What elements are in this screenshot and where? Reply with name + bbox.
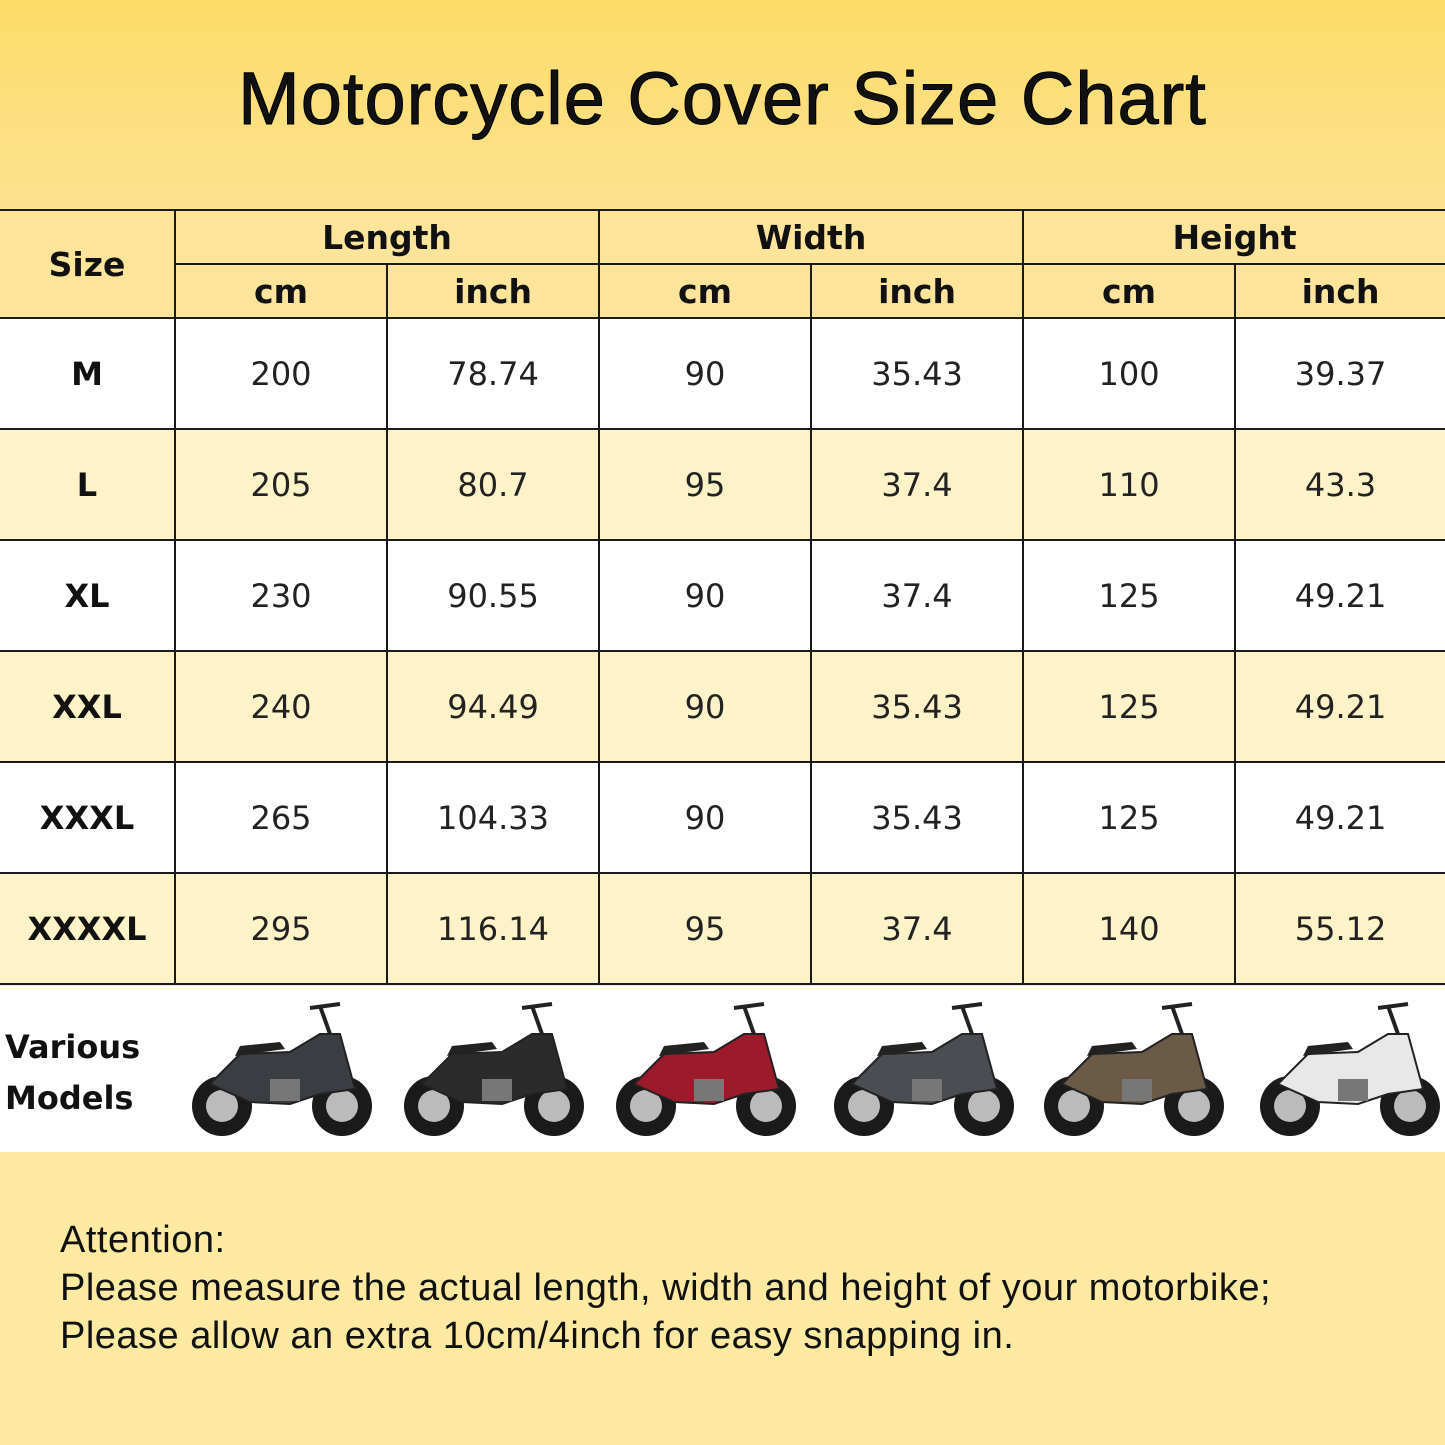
value-cell: 90 <box>598 317 813 430</box>
table-row: M 200 78.74 90 35.43 100 39.37 <box>0 317 1445 430</box>
value-cell: 35.43 <box>810 761 1025 874</box>
unit-header: inch <box>810 263 1025 319</box>
size-cell: XXXL <box>0 761 176 874</box>
models-label: Various Models <box>5 1022 140 1124</box>
value-cell: 39.37 <box>1234 317 1445 430</box>
value-cell: 110 <box>1022 428 1237 541</box>
value-cell: 90 <box>598 539 813 652</box>
value-cell: 200 <box>174 317 388 430</box>
value-cell: 49.21 <box>1234 761 1445 874</box>
size-cell: M <box>0 317 176 430</box>
value-cell: 240 <box>174 650 388 763</box>
value-cell: 295 <box>174 872 388 985</box>
motorcycle-image-maxi-scooter <box>192 1002 372 1136</box>
value-cell: 37.4 <box>810 872 1025 985</box>
size-cell: L <box>0 428 176 541</box>
unit-header: inch <box>385 263 601 319</box>
value-cell: 104.33 <box>385 761 601 874</box>
value-cell: 90 <box>598 761 813 874</box>
value-cell: 140 <box>1022 872 1237 985</box>
value-cell: 95 <box>598 428 813 541</box>
attention-line-2: Please allow an extra 10cm/4inch for eas… <box>60 1315 1015 1357</box>
value-cell: 90.55 <box>385 539 601 652</box>
value-cell: 35.43 <box>810 650 1025 763</box>
size-cell: XXL <box>0 650 176 763</box>
motorcycle-image-naked-bike <box>834 1002 1014 1136</box>
value-cell: 78.74 <box>385 317 601 430</box>
value-cell: 125 <box>1022 539 1237 652</box>
unit-header: cm <box>1022 263 1237 319</box>
value-cell: 125 <box>1022 761 1237 874</box>
models-row: Various Models <box>0 986 1445 1152</box>
table-row: XL 230 90.55 90 37.4 125 49.21 <box>0 539 1445 652</box>
motorcycle-image-classic-scooter <box>1260 1002 1440 1136</box>
motorcycle-image-scrambler <box>1044 1002 1224 1136</box>
models-label-line1: Various <box>5 1028 141 1066</box>
value-cell: 49.21 <box>1234 650 1445 763</box>
value-cell: 265 <box>174 761 388 874</box>
value-cell: 37.4 <box>810 539 1025 652</box>
unit-header: cm <box>598 263 813 319</box>
size-table: Size Length Width Height cm inch cm inch cm i… <box>0 209 1445 985</box>
value-cell: 95 <box>598 872 813 985</box>
value-cell: 116.14 <box>385 872 601 985</box>
table-row: L 205 80.7 95 37.4 110 43.3 <box>0 428 1445 541</box>
value-cell: 205 <box>174 428 388 541</box>
value-cell: 90 <box>598 650 813 763</box>
motorcycle-image-adventure-scooter <box>404 1002 584 1136</box>
size-cell: XXXXL <box>0 872 176 985</box>
value-cell: 37.4 <box>810 428 1025 541</box>
height-header: Height <box>1022 209 1445 265</box>
value-cell: 49.21 <box>1234 539 1445 652</box>
attention-line-1: Please measure the actual length, width … <box>60 1267 1272 1309</box>
width-header: Width <box>598 209 1025 265</box>
value-cell: 35.43 <box>810 317 1025 430</box>
value-cell: 125 <box>1022 650 1237 763</box>
motorcycle-image-cruiser <box>616 1002 796 1136</box>
value-cell: 80.7 <box>385 428 601 541</box>
models-label-line2: Models <box>5 1079 134 1117</box>
page-title: Motorcycle Cover Size Chart <box>238 57 1207 141</box>
value-cell: 94.49 <box>385 650 601 763</box>
table-row: XXXL 265 104.33 90 35.43 125 49.21 <box>0 761 1445 874</box>
attention-heading: Attention: <box>60 1219 226 1261</box>
value-cell: 100 <box>1022 317 1237 430</box>
title-band: Motorcycle Cover Size Chart <box>0 0 1445 209</box>
size-cell: XL <box>0 539 176 652</box>
value-cell: 55.12 <box>1234 872 1445 985</box>
attention-note: Attention: Please measure the actual len… <box>60 1216 1271 1360</box>
value-cell: 230 <box>174 539 388 652</box>
unit-header: inch <box>1234 263 1445 319</box>
unit-header: cm <box>175 263 388 319</box>
length-header: Length <box>173 209 601 265</box>
size-header: Size <box>0 209 176 319</box>
table-row: XXXXL 295 116.14 95 37.4 140 55.12 <box>0 872 1445 985</box>
table-row: XXL 240 94.49 90 35.43 125 49.21 <box>0 650 1445 763</box>
value-cell: 43.3 <box>1234 428 1445 541</box>
